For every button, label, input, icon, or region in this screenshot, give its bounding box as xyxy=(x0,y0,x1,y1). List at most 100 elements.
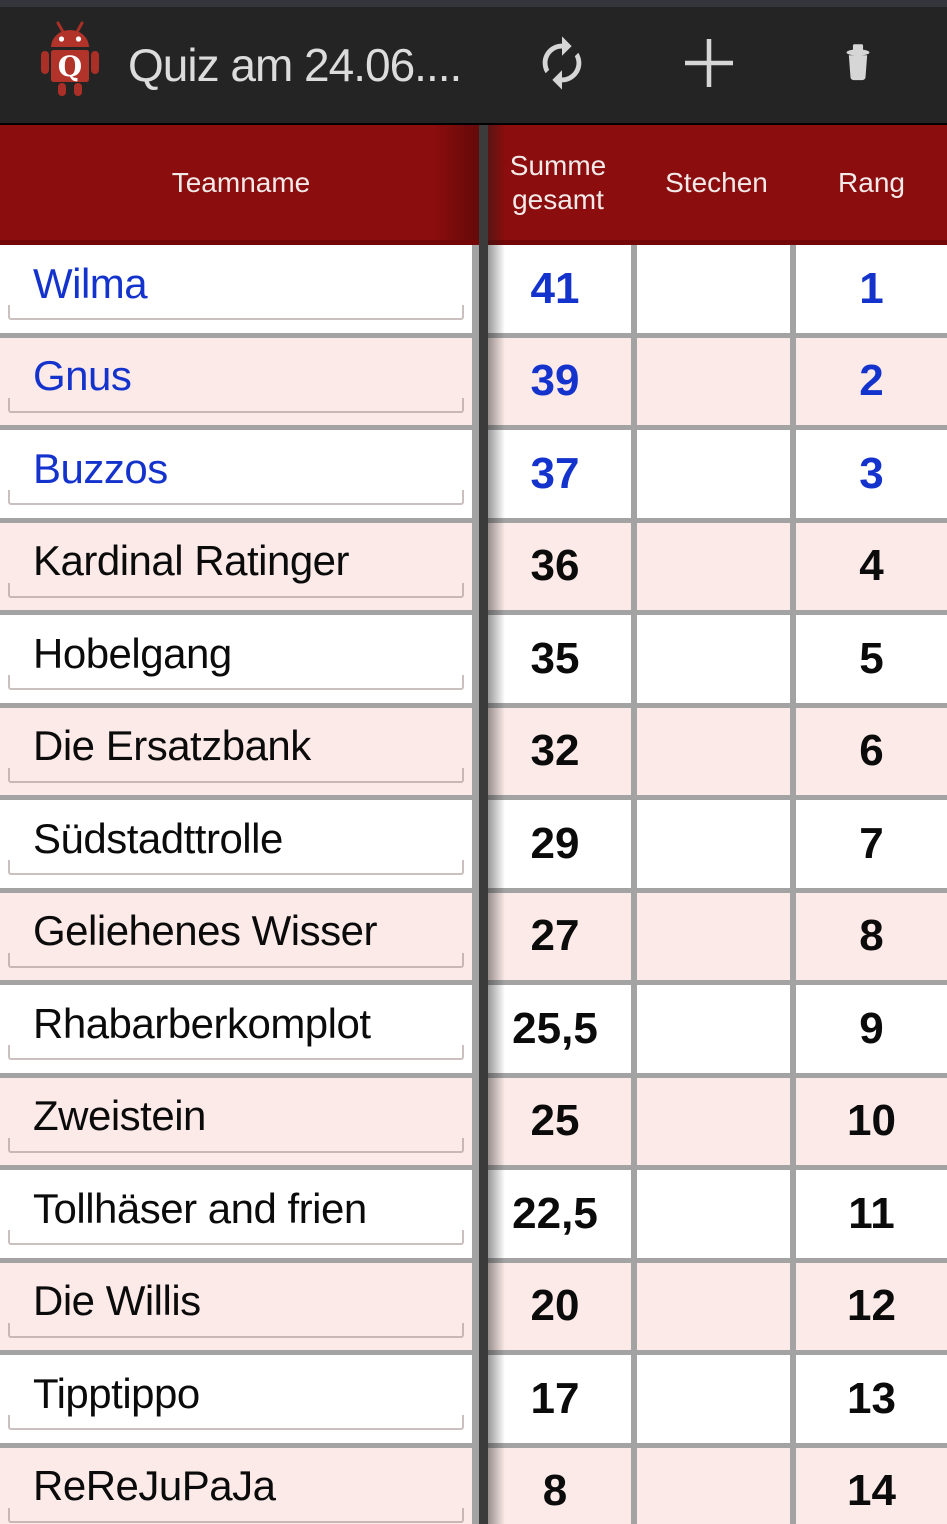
team-name-input[interactable]: Kardinal Ratinger xyxy=(33,537,350,585)
table-row: Rhabarberkomplot 25,5 9 xyxy=(0,985,947,1078)
rang-cell: 14 xyxy=(796,1448,947,1524)
summe-cell[interactable]: 39 xyxy=(479,337,637,425)
column-header-teamname: Teamname xyxy=(171,166,311,198)
table-row: Zweistein 25 10 xyxy=(0,1077,947,1170)
team-name-cell[interactable]: Die Ersatzbank xyxy=(0,707,479,795)
rang-cell: 7 xyxy=(796,800,947,888)
rang-cell: 3 xyxy=(796,430,947,518)
rang-cell: 11 xyxy=(796,1170,947,1258)
summe-cell[interactable]: 17 xyxy=(479,1355,637,1443)
column-header-summe-gesamt: Summe gesamt xyxy=(479,125,637,240)
summe-cell[interactable]: 25,5 xyxy=(479,985,637,1073)
stechen-cell[interactable] xyxy=(637,892,796,980)
team-name-cell[interactable]: Gnus xyxy=(0,337,479,425)
edittext-underline xyxy=(8,952,464,968)
stechen-cell[interactable] xyxy=(637,337,796,425)
stechen-cell[interactable] xyxy=(637,1170,796,1258)
stechen-cell[interactable] xyxy=(637,1262,796,1350)
stechen-cell[interactable] xyxy=(637,1077,796,1165)
stechen-cell[interactable] xyxy=(637,800,796,888)
rang-cell: 5 xyxy=(796,615,947,703)
summe-cell[interactable]: 32 xyxy=(479,707,637,795)
stechen-cell[interactable] xyxy=(637,1355,796,1443)
team-name-input[interactable]: Zweistein xyxy=(33,1092,206,1140)
team-name-input[interactable]: Südstadttrolle xyxy=(33,814,283,862)
rang-value: 4 xyxy=(859,541,884,591)
edittext-underline xyxy=(8,490,464,505)
edittext-underline xyxy=(8,1230,464,1245)
summe-value: 8 xyxy=(542,1466,568,1516)
edittext-underline xyxy=(8,305,464,320)
rang-value: 14 xyxy=(847,1466,896,1516)
summe-cell[interactable]: 22,5 xyxy=(479,1170,637,1258)
stechen-cell[interactable] xyxy=(637,985,796,1073)
table-row: Kardinal Ratinger 36 4 xyxy=(0,522,947,615)
team-name-cell[interactable]: Kardinal Ratinger xyxy=(0,522,479,610)
summe-cell[interactable]: 35 xyxy=(479,615,637,703)
team-name-input[interactable]: Gnus xyxy=(33,352,132,400)
delete-button[interactable] xyxy=(813,0,903,125)
team-name-input[interactable]: Rhabarberkomplot xyxy=(33,999,371,1047)
stechen-cell[interactable] xyxy=(637,522,796,610)
team-name-cell[interactable]: Südstadttrolle xyxy=(0,800,479,888)
edittext-underline xyxy=(8,1045,464,1060)
column-header-rang: Rang xyxy=(838,166,905,198)
rang-cell: 1 xyxy=(796,245,947,333)
team-name-cell[interactable]: Hobelgang xyxy=(0,615,479,703)
team-name-input[interactable]: Tollhäser and frien xyxy=(33,1184,367,1232)
team-name-cell[interactable]: Tipptippo xyxy=(0,1355,479,1443)
svg-text:Q: Q xyxy=(58,50,82,83)
summe-value: 22,5 xyxy=(512,1188,598,1238)
score-table[interactable]: Wilma 41 1 Gnus 39 xyxy=(0,245,947,1524)
team-name-cell[interactable]: Buzzos xyxy=(0,430,479,518)
rang-value: 3 xyxy=(859,448,884,498)
stechen-cell[interactable] xyxy=(637,430,796,518)
summe-cell[interactable]: 20 xyxy=(479,1262,637,1350)
rang-value: 1 xyxy=(859,263,884,313)
team-name-cell[interactable]: Die Willis xyxy=(0,1262,479,1350)
summe-value: 36 xyxy=(530,541,580,591)
stechen-cell[interactable] xyxy=(637,245,796,333)
team-name-cell[interactable]: Zweistein xyxy=(0,1077,479,1165)
team-name-input[interactable]: Tipptippo xyxy=(33,1369,200,1417)
team-name-input[interactable]: Die Ersatzbank xyxy=(33,722,311,770)
team-name-cell[interactable]: Tollhäser and frien xyxy=(0,1170,479,1258)
status-bar xyxy=(0,0,947,7)
summe-value: 32 xyxy=(530,726,580,776)
rang-cell: 10 xyxy=(796,1078,947,1166)
summe-cell[interactable]: 27 xyxy=(479,892,637,980)
summe-cell[interactable]: 36 xyxy=(479,522,637,610)
team-name-cell[interactable]: ReReJuPaJa xyxy=(0,1447,479,1524)
rang-value: 2 xyxy=(859,356,884,406)
summe-value: 41 xyxy=(530,263,580,313)
summe-cell[interactable]: 37 xyxy=(479,430,637,518)
refresh-button[interactable] xyxy=(517,0,607,125)
summe-cell[interactable]: 29 xyxy=(479,800,637,888)
team-name-cell[interactable]: Wilma xyxy=(0,245,479,333)
team-name-input[interactable]: Hobelgang xyxy=(33,629,232,677)
stechen-cell[interactable] xyxy=(637,1447,796,1524)
column-divider xyxy=(479,125,505,1524)
team-name-cell[interactable]: Rhabarberkomplot xyxy=(0,985,479,1073)
edittext-underline xyxy=(8,767,464,783)
team-name-cell[interactable]: Geliehenes Wisser xyxy=(0,892,479,980)
table-row: Tollhäser and frien 22,5 11 xyxy=(0,1170,947,1263)
rang-cell: 4 xyxy=(796,523,947,611)
rang-value: 12 xyxy=(847,1281,896,1331)
team-name-input[interactable]: ReReJuPaJa xyxy=(33,1462,276,1510)
summe-cell[interactable]: 41 xyxy=(479,245,637,333)
team-name-input[interactable]: Wilma xyxy=(33,259,148,307)
summe-cell[interactable]: 8 xyxy=(479,1447,637,1524)
stechen-cell[interactable] xyxy=(637,615,796,703)
summe-cell[interactable]: 25 xyxy=(479,1077,637,1165)
table-row: Südstadttrolle 29 7 xyxy=(0,800,947,893)
summe-value: 17 xyxy=(530,1373,580,1423)
team-name-input[interactable]: Die Willis xyxy=(33,1277,201,1325)
rang-value: 7 xyxy=(859,818,884,868)
team-name-input[interactable]: Geliehenes Wisser xyxy=(33,907,377,955)
team-name-input[interactable]: Buzzos xyxy=(33,444,168,492)
rang-value: 6 xyxy=(859,726,884,776)
stechen-cell[interactable] xyxy=(637,707,796,795)
add-button[interactable] xyxy=(664,0,754,125)
edittext-underline xyxy=(8,860,464,875)
